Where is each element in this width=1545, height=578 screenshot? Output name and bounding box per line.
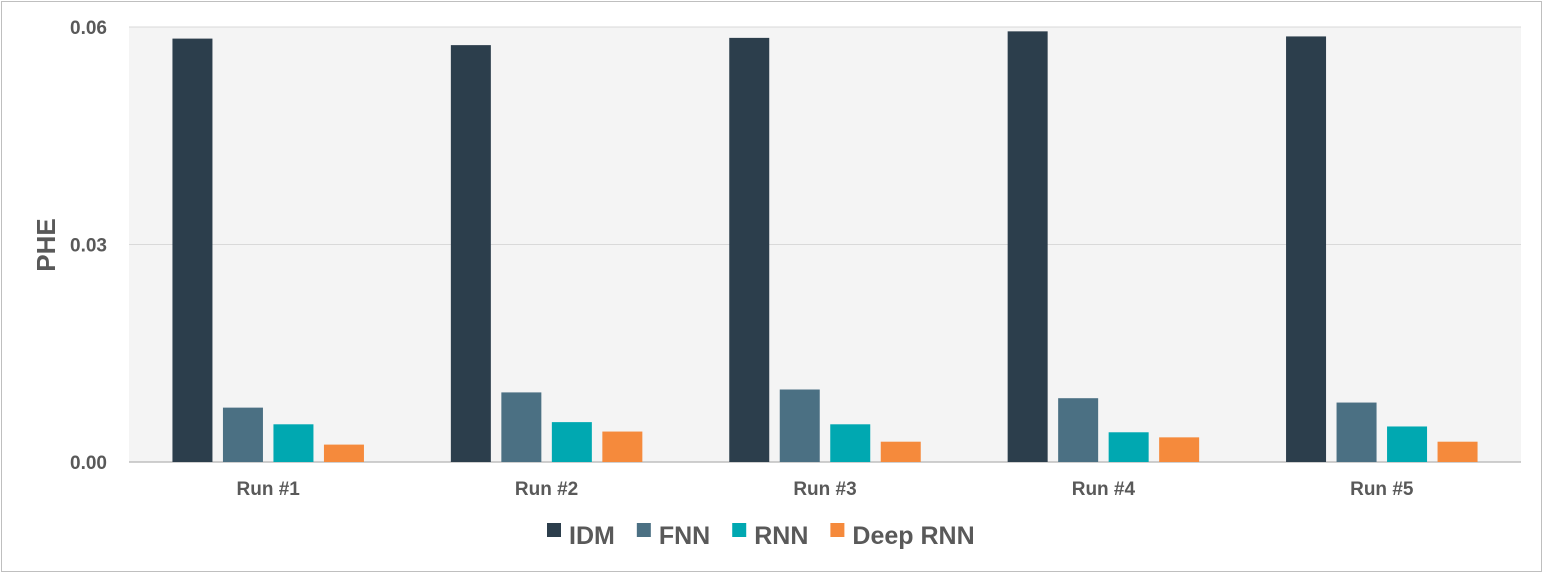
- y-axis-label: PHE: [31, 218, 61, 271]
- bar-rnn: [551, 422, 592, 462]
- legend-swatch-idm: [547, 523, 561, 537]
- bar-idm: [450, 45, 491, 462]
- bar-fnn: [222, 407, 263, 462]
- bar-deep-rnn: [1159, 437, 1200, 462]
- bar-rnn: [273, 424, 314, 462]
- x-tick-label: Run #5: [1350, 479, 1414, 500]
- legend-swatch-rnn: [732, 523, 747, 537]
- bar-fnn: [779, 389, 820, 462]
- bar-deep-rnn: [323, 444, 364, 462]
- legend-swatch-deep-rnn: [830, 523, 845, 537]
- legend-label-fnn: FNN: [659, 522, 710, 550]
- bar-deep-rnn: [602, 431, 643, 462]
- legend-label-idm: IDM: [569, 522, 615, 550]
- legend-label-deep-rnn: Deep RNN: [852, 522, 974, 550]
- bar-idm: [1007, 31, 1048, 462]
- y-tick-label: 0.00: [70, 453, 107, 474]
- bar-rnn: [1387, 426, 1428, 462]
- x-tick-label: Run #3: [793, 479, 856, 500]
- x-tick-label: Run #4: [1072, 479, 1136, 500]
- bar-fnn: [501, 392, 542, 462]
- bar-idm: [1286, 36, 1327, 463]
- bar-fnn: [1336, 402, 1377, 462]
- y-tick-label: 0.06: [70, 18, 107, 39]
- legend-label-rnn: RNN: [754, 522, 808, 550]
- bar-fnn: [1058, 398, 1099, 462]
- x-tick-label: Run #1: [237, 479, 301, 500]
- y-tick-label: 0.03: [70, 236, 107, 257]
- x-tick-label: Run #2: [515, 479, 578, 500]
- bar-rnn: [1108, 432, 1149, 462]
- bar-idm: [172, 38, 213, 462]
- bar-rnn: [830, 424, 871, 462]
- legend-swatch-fnn: [636, 523, 651, 537]
- bar-deep-rnn: [1437, 441, 1478, 462]
- bar-idm: [729, 37, 770, 462]
- bar-deep-rnn: [880, 441, 921, 462]
